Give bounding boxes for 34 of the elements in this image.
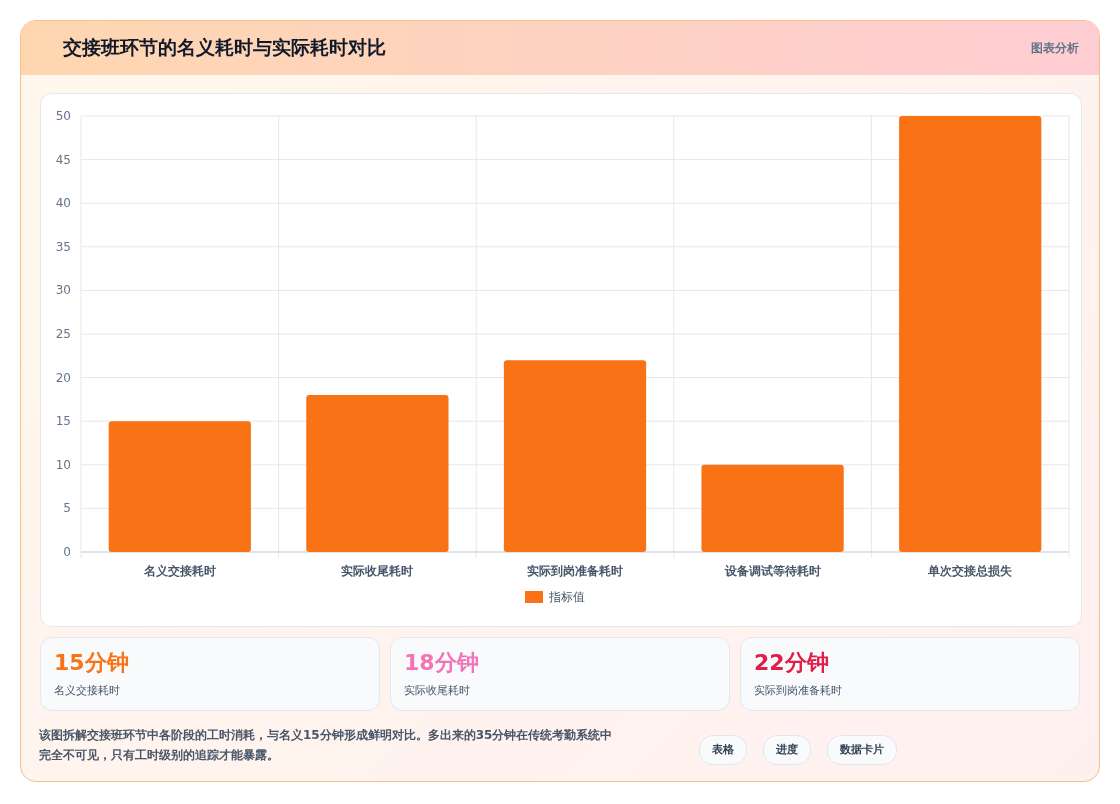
bar xyxy=(503,360,647,552)
y-tick-label: 40 xyxy=(55,196,71,211)
bar xyxy=(899,116,1042,552)
text: 18分钟 xyxy=(404,649,479,677)
bar xyxy=(108,421,251,552)
y-tick-label: 20 xyxy=(55,370,71,385)
text: 进度 xyxy=(763,735,811,765)
y-tick-label: 25 xyxy=(55,327,71,341)
x-tick-label: 实际到岗准备耗时 xyxy=(527,564,623,578)
text: 数据卡片 xyxy=(827,735,897,765)
y-tick-label: 45 xyxy=(55,152,71,167)
text: 15分钟 xyxy=(54,649,129,677)
y-tick-label: 10 xyxy=(55,457,71,472)
y-tick-label: 5 xyxy=(63,501,71,516)
text: 实际收尾耗时 xyxy=(404,683,470,698)
y-tick-label: 0 xyxy=(63,545,71,559)
y-tick-label: 50 xyxy=(55,109,71,123)
text: 该图拆解交接班环节中各阶段的工时消耗，与名义15分钟形成鲜明对比。多出来的35分钟在传统考勤系统中完全不可见，只有工时级别的追踪才能暴露。 xyxy=(39,727,614,764)
x-tick-label: 设备调试等待耗时 xyxy=(723,564,821,578)
y-tick-label: 15 xyxy=(55,414,71,429)
bar xyxy=(306,395,449,552)
text: 表格 xyxy=(699,735,747,765)
y-tick-label: 35 xyxy=(55,239,71,254)
text: 实际到岗准备耗时 xyxy=(754,683,842,698)
x-tick-label: 实际收尾耗时 xyxy=(341,564,414,578)
bar xyxy=(701,464,844,552)
x-tick-label: 名义交接耗时 xyxy=(142,564,216,578)
legend-label: 指标值 xyxy=(548,590,585,604)
text: 名义交接耗时 xyxy=(54,683,120,698)
text: 22分钟 xyxy=(754,649,829,677)
text: 图表分析 xyxy=(1031,39,1079,57)
chart-title: 交接班环节的名义耗时与实际耗时对比 xyxy=(63,35,386,60)
x-tick-label: 单次交接总损失 xyxy=(927,564,1014,578)
y-tick-label: 30 xyxy=(55,283,71,298)
